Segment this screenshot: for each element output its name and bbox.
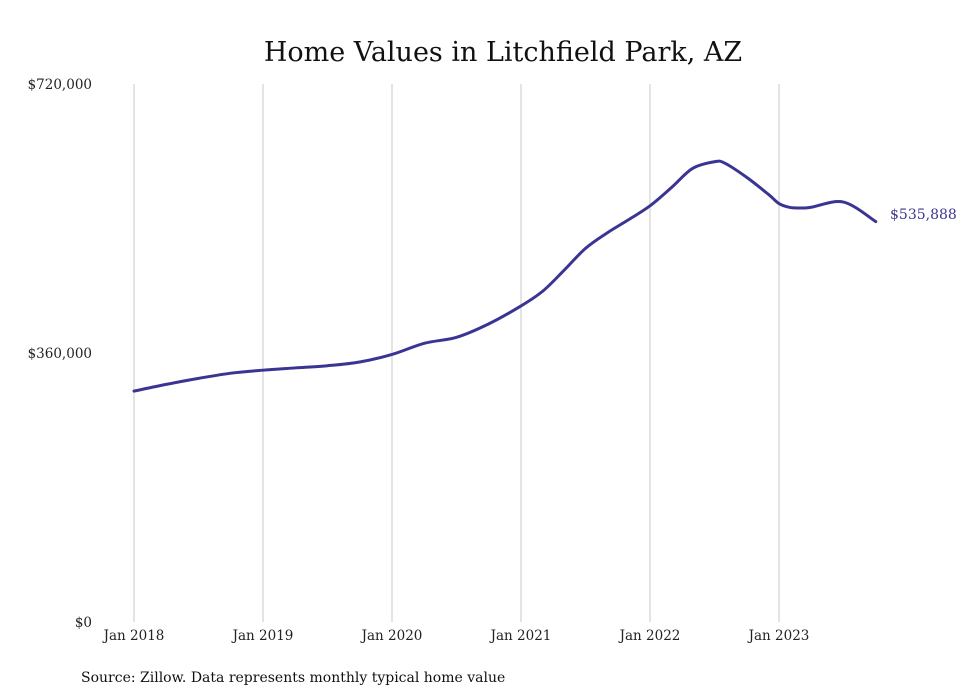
chart-title: Home Values in Litchfield Park, AZ: [264, 37, 742, 68]
gridlines: [133, 84, 780, 622]
y-tick-label: $360,000: [28, 346, 92, 362]
end-value-label: $535,888: [890, 207, 957, 223]
x-tick-label: Jan 2023: [747, 628, 810, 644]
x-axis-ticks: Jan 2018 Jan 2019 Jan 2020 Jan 2021 Jan 2022…: [102, 628, 810, 644]
x-tick-label: Jan 2021: [489, 628, 552, 644]
x-tick-label: Jan 2020: [360, 628, 423, 644]
x-tick-label: Jan 2022: [618, 628, 681, 644]
y-tick-label: $0: [75, 615, 92, 631]
source-note: Source: Zillow. Data represents monthly …: [81, 670, 505, 686]
x-tick-label: Jan 2018: [102, 628, 165, 644]
y-tick-label: $720,000: [28, 77, 92, 93]
x-tick-label: Jan 2019: [231, 628, 294, 644]
home-value-line: [132, 159, 878, 393]
y-axis-ticks: $720,000 $360,000 $0: [28, 77, 92, 631]
